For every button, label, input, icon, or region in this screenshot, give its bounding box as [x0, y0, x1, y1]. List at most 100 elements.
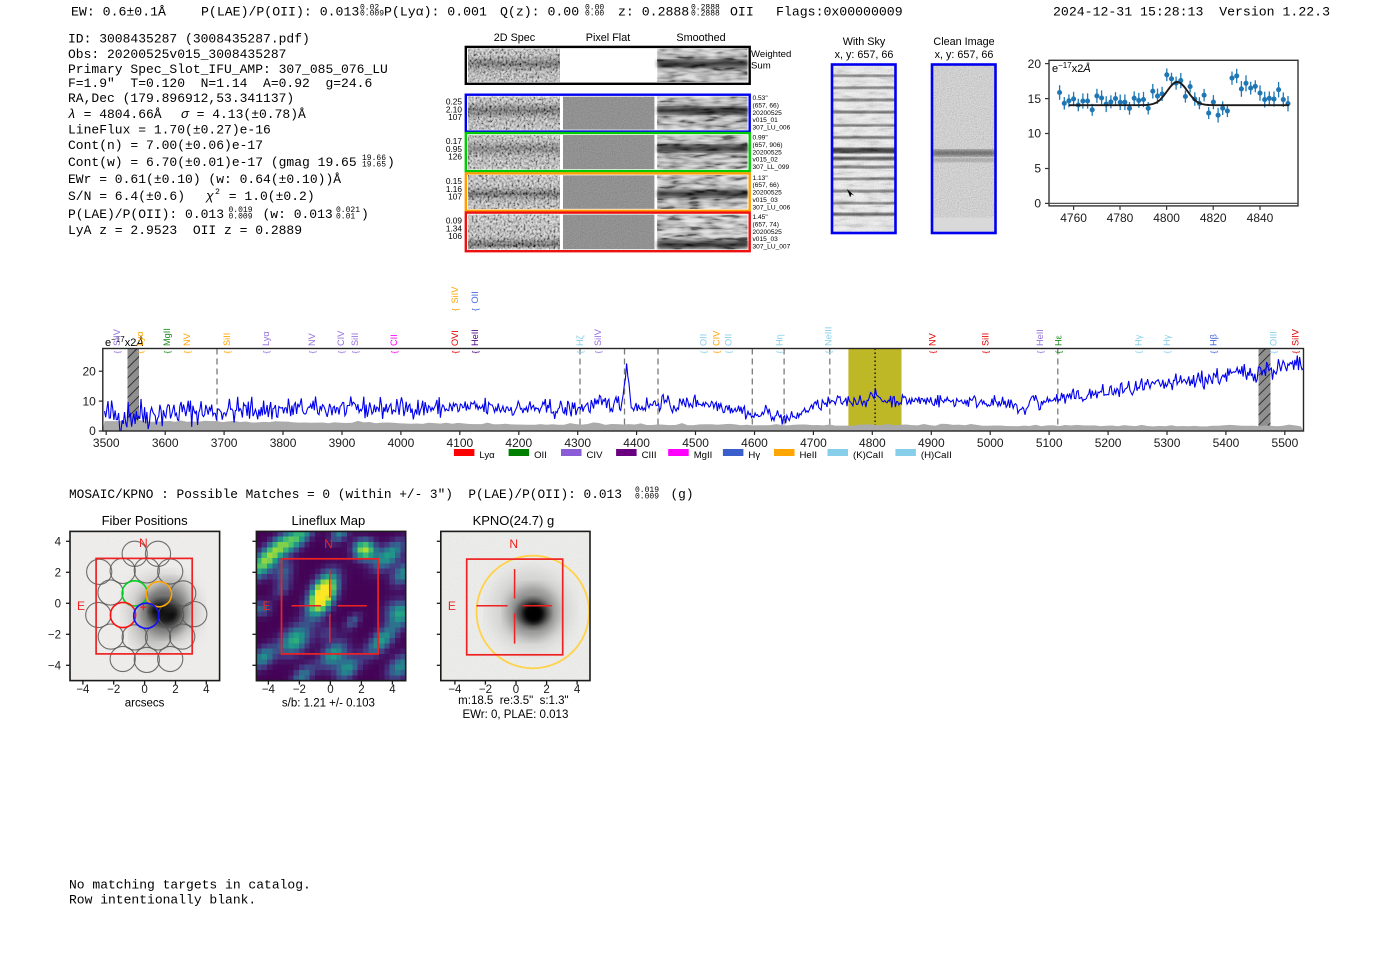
svg-text:20: 20: [1028, 57, 1042, 71]
svg-text:4700: 4700: [800, 436, 827, 450]
svg-text:{: {: [112, 351, 122, 354]
svg-text:5000: 5000: [977, 436, 1004, 450]
svg-text:Cont(n) = 7.00(±0.06)e-17: Cont(n) = 7.00(±0.06)e-17: [68, 138, 263, 153]
svg-text:4300: 4300: [564, 436, 591, 450]
svg-text:EWr: 0, PLAE: 0.013: EWr: 0, PLAE: 0.013: [462, 709, 568, 721]
svg-text:SiIV: SiIV: [593, 328, 603, 346]
svg-text:{: {: [724, 351, 734, 354]
svg-text:Obs: 20200525v015_3008435287: Obs: 20200525v015_3008435287: [68, 47, 286, 62]
svg-text:5400: 5400: [1213, 436, 1240, 450]
svg-text:NV: NV: [307, 332, 317, 346]
svg-text:{: {: [182, 351, 192, 354]
svg-text:−2: −2: [107, 684, 120, 696]
svg-text:Hη: Hη: [775, 334, 785, 346]
svg-text:Lineflux Map: Lineflux Map: [292, 513, 366, 528]
svg-text:5200: 5200: [1095, 436, 1122, 450]
svg-text:0.02: 0.02: [360, 4, 379, 13]
svg-text:HeII: HeII: [1035, 329, 1045, 346]
svg-text:= 4804.66Å: = 4804.66Å: [76, 107, 162, 122]
svg-text:4100: 4100: [446, 436, 473, 450]
svg-text:−2: −2: [48, 629, 61, 641]
svg-text:{: {: [450, 308, 460, 311]
svg-text:0: 0: [89, 424, 96, 438]
svg-text:0.09: 0.09: [446, 216, 463, 226]
svg-text:4780: 4780: [1107, 211, 1134, 225]
svg-text:0.00: 0.00: [585, 4, 604, 13]
svg-text:Row intentionally blank.: Row intentionally blank.: [69, 893, 256, 908]
svg-text:−2: −2: [479, 684, 492, 696]
svg-text:2024-12-31 15:28:13 Version 1: 2024-12-31 15:28:13 Version 1.22.3: [1053, 5, 1330, 20]
svg-text:{: {: [1291, 351, 1301, 354]
svg-text:4600: 4600: [741, 436, 768, 450]
svg-text:): ): [361, 207, 369, 222]
svg-text:OII: OII: [470, 291, 480, 303]
svg-text:0: 0: [55, 598, 61, 610]
svg-text:(g): (g): [671, 487, 694, 502]
svg-text:3600: 3600: [152, 436, 179, 450]
svg-text:{: {: [162, 351, 172, 354]
svg-text:NV: NV: [182, 332, 192, 346]
svg-text:4: 4: [389, 684, 396, 696]
svg-text:N: N: [509, 537, 518, 551]
svg-text:Fiber Positions: Fiber Positions: [102, 513, 188, 528]
svg-text:v015_03: v015_03: [753, 236, 779, 243]
svg-text:SiII: SiII: [222, 333, 232, 346]
svg-text:5: 5: [1034, 162, 1041, 176]
svg-text:3700: 3700: [211, 436, 238, 450]
svg-text:4840: 4840: [1247, 211, 1274, 225]
svg-text:No matching targets in catalog: No matching targets in catalog.: [69, 878, 311, 893]
svg-text:λ: λ: [68, 107, 76, 122]
svg-text:15: 15: [1028, 92, 1042, 106]
svg-text:1.34: 1.34: [446, 224, 463, 234]
svg-text:OII: OII: [730, 5, 754, 20]
svg-text:RA,Dec (179.896912,53.341137): RA,Dec (179.896912,53.341137): [68, 91, 294, 106]
svg-text:0.01: 0.01: [336, 213, 355, 222]
svg-text:0.009: 0.009: [229, 213, 253, 222]
svg-text:20: 20: [82, 364, 96, 378]
svg-text:{: {: [135, 351, 145, 354]
svg-text:(657, 66): (657, 66): [753, 102, 779, 109]
svg-text:2: 2: [215, 188, 220, 197]
svg-text:1.13": 1.13": [753, 175, 769, 182]
svg-text:(K)CaII: (K)CaII: [853, 450, 883, 461]
svg-text:N: N: [324, 537, 333, 551]
svg-text:OII: OII: [699, 334, 709, 346]
svg-text:(657, 74): (657, 74): [753, 221, 779, 228]
svg-text:E: E: [77, 599, 85, 613]
svg-text:): ): [387, 155, 395, 170]
svg-text:Clean Image: Clean Image: [933, 36, 994, 48]
svg-text:−2: −2: [293, 684, 306, 696]
svg-text:KPNO(24.7) g: KPNO(24.7) g: [473, 513, 555, 528]
svg-text:4820: 4820: [1200, 211, 1227, 225]
svg-text:107: 107: [448, 192, 462, 202]
svg-text:EWr = 0.61(±0.10) (w: 0.64(±0.: EWr = 0.61(±0.10) (w: 0.64(±0.10))Å: [68, 172, 341, 187]
svg-text:4000: 4000: [388, 436, 415, 450]
svg-text:2D Spec: 2D Spec: [494, 32, 536, 44]
svg-text:HeII: HeII: [800, 450, 818, 461]
svg-text:0.00: 0.00: [585, 10, 604, 19]
svg-text:(657, 906): (657, 906): [753, 142, 783, 149]
svg-text:= 4.13(±0.78)Å: = 4.13(±0.78)Å: [189, 107, 306, 122]
svg-text:OII: OII: [724, 334, 734, 346]
svg-text:Hε: Hε: [1054, 335, 1064, 346]
svg-text:0.17: 0.17: [446, 136, 463, 146]
svg-text:10: 10: [82, 394, 96, 408]
svg-text:SiIV: SiIV: [1291, 328, 1301, 346]
svg-text:{: {: [450, 351, 460, 354]
svg-text:{: {: [775, 351, 785, 354]
svg-text:MgII: MgII: [162, 328, 172, 346]
svg-text:v015_03: v015_03: [753, 197, 779, 204]
svg-text:MgII: MgII: [694, 450, 713, 461]
svg-text:{: {: [981, 351, 991, 354]
svg-text:4800: 4800: [859, 436, 886, 450]
svg-text:−4: −4: [448, 684, 462, 696]
svg-text:(w: 0.013: (w: 0.013: [263, 207, 333, 222]
svg-text:4200: 4200: [505, 436, 532, 450]
svg-text:0: 0: [1034, 197, 1041, 211]
svg-text:−4: −4: [262, 684, 276, 696]
svg-text:P(LAE)/P(OII): 0.013: P(LAE)/P(OII): 0.013: [68, 207, 224, 222]
svg-text:CII: CII: [389, 334, 399, 346]
svg-text:{: {: [593, 351, 603, 354]
svg-text:OIII: OIII: [1269, 331, 1279, 346]
svg-text:3500: 3500: [93, 436, 120, 450]
